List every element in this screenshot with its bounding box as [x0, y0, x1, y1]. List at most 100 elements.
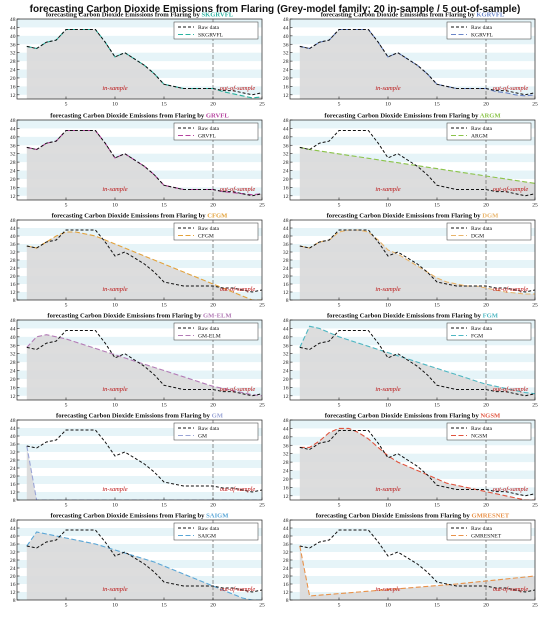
y-tick-label: 20 — [10, 76, 16, 82]
y-tick-label: 40 — [283, 135, 289, 141]
x-tick-label: 25 — [532, 203, 538, 209]
x-tick-label: 20 — [210, 403, 216, 409]
x-tick-label: 10 — [385, 203, 391, 209]
y-tick-label: 20 — [10, 377, 16, 383]
x-tick-label: 15 — [434, 303, 440, 309]
panel-title-model: KGRVFL — [476, 12, 505, 19]
grid-band — [290, 19, 535, 28]
x-tick-label: 10 — [385, 403, 391, 409]
y-tick-label: 28 — [283, 360, 289, 366]
series-line-fit — [299, 427, 535, 500]
y-tick-label: 24 — [283, 369, 289, 375]
series-line-fit — [299, 545, 535, 597]
x-tick-label: 15 — [434, 403, 440, 409]
grid-band — [17, 228, 262, 236]
y-tick-label: 48 — [283, 518, 289, 524]
y-tick-label: 16 — [283, 84, 289, 90]
grid-band — [290, 320, 535, 329]
chart-panel-grvfl: 12 16 20 24 28 32 36 40 44 48 5 10 15 20 25 forecasting… — [10, 113, 265, 209]
x-tick-label: 15 — [434, 102, 440, 108]
grid-band — [17, 528, 262, 536]
grid-band — [290, 228, 535, 236]
fit-area — [299, 428, 535, 500]
out-of-sample-label: out-of-sample — [220, 586, 256, 593]
chart-panel-saigm: 8 12 16 20 24 28 32 36 40 44 48 5 10 15 20 25 forecastin… — [10, 513, 265, 609]
x-tick-label: 25 — [532, 503, 538, 509]
y-tick-label: 24 — [283, 469, 289, 475]
legend-box — [446, 222, 532, 241]
y-tick-label: 36 — [10, 143, 16, 149]
panel-title-prefix: forecasting Carbon Dioxide Emissions fro… — [46, 12, 202, 19]
panel-title-model: FGM — [483, 313, 499, 320]
y-tick-label: 24 — [10, 169, 16, 175]
legend-label-fit: FGM — [471, 334, 483, 340]
plot-frame — [289, 419, 536, 501]
fit-area — [26, 130, 262, 200]
panel-title-model: GRVFL — [206, 113, 229, 120]
grid-band — [290, 153, 535, 163]
y-tick-label: 24 — [283, 68, 289, 74]
y-tick-label: 20 — [283, 574, 289, 580]
plot-frame — [16, 18, 263, 100]
y-tick-label: 32 — [283, 152, 289, 158]
grid-band — [290, 244, 535, 252]
x-tick-label: 5 — [338, 303, 341, 309]
grid-band — [17, 476, 262, 484]
legend-box — [173, 422, 259, 441]
in-sample-label: in-sample — [102, 486, 127, 493]
legend-box — [446, 322, 532, 341]
grid-band — [290, 528, 535, 536]
y-tick-label: 36 — [10, 42, 16, 48]
y-tick-label: 32 — [283, 550, 289, 556]
y-tick-label: 24 — [10, 466, 16, 472]
y-tick-label: 16 — [10, 282, 16, 288]
chart-panel-skgrvfl: 12 16 20 24 28 32 36 40 44 48 5 10 15 20 25 forecasting… — [10, 12, 265, 108]
x-tick-label: 20 — [483, 603, 489, 609]
x-tick-label: 10 — [112, 203, 118, 209]
grid-band — [17, 52, 262, 62]
panel-title: forecasting Carbon Dioxide Emissions fro… — [324, 113, 501, 120]
out-of-sample-label: out-of-sample — [220, 486, 256, 493]
y-tick-label: 20 — [10, 474, 16, 480]
x-tick-label: 15 — [161, 102, 167, 108]
y-tick-label: 48 — [10, 518, 16, 524]
fit-area — [26, 532, 262, 600]
x-tick-label: 25 — [532, 403, 538, 409]
y-tick-label: 24 — [10, 566, 16, 572]
x-tick-label: 5 — [338, 102, 341, 108]
legend-box — [446, 422, 532, 441]
y-tick-label: 32 — [283, 452, 289, 458]
in-sample-label: in-sample — [102, 386, 127, 393]
y-tick-label: 40 — [283, 335, 289, 341]
chart-panel-gm: 8 12 16 20 24 28 32 36 40 44 48 5 10 15 20 25 forecastin… — [10, 413, 265, 509]
legend-label-raw: Raw data — [471, 25, 492, 31]
legend-label-fit: NGSM — [471, 434, 487, 440]
y-tick-label: 12 — [10, 194, 16, 200]
x-tick-label: 25 — [532, 303, 538, 309]
legend-box — [173, 122, 259, 141]
x-tick-label: 15 — [161, 503, 167, 509]
x-tick-label: 25 — [532, 102, 538, 108]
y-tick-label: 44 — [10, 126, 16, 132]
y-tick-label: 28 — [10, 59, 16, 65]
y-tick-label: 16 — [10, 582, 16, 588]
panel-title: forecasting Carbon Dioxide Emissions fro… — [46, 12, 234, 19]
out-of-sample-label: out-of-sample — [220, 386, 256, 393]
x-tick-label: 25 — [259, 503, 265, 509]
x-tick-label: 15 — [161, 603, 167, 609]
x-tick-label: 25 — [259, 303, 265, 309]
panel-title: forecasting Carbon Dioxide Emissions fro… — [52, 213, 229, 220]
legend-label-raw: Raw data — [471, 526, 492, 532]
y-tick-label: 36 — [283, 443, 289, 449]
plot-frame — [289, 18, 536, 100]
y-tick-label: 28 — [10, 258, 16, 264]
plot-frame — [16, 319, 263, 401]
y-tick-label: 28 — [10, 360, 16, 366]
x-tick-label: 25 — [259, 203, 265, 209]
grid-band — [290, 576, 535, 584]
grid-band — [17, 320, 262, 329]
y-tick-label: 24 — [10, 68, 16, 74]
x-tick-label: 15 — [434, 503, 440, 509]
chart-panel-cfgm: 8 12 16 20 24 28 32 36 40 44 48 5 10 15 20 25 forecastin… — [10, 213, 265, 309]
